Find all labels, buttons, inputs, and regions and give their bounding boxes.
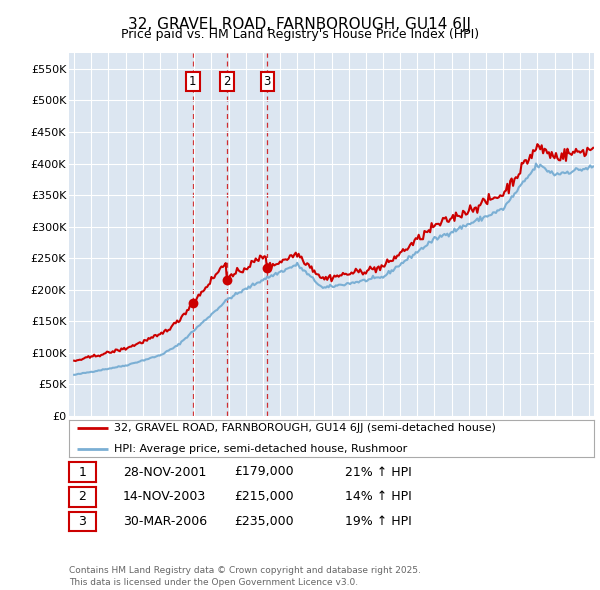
Text: 28-NOV-2001: 28-NOV-2001 <box>123 466 206 478</box>
Point <box>188 299 197 308</box>
Text: £215,000: £215,000 <box>234 490 293 503</box>
Text: 2: 2 <box>223 75 231 88</box>
Text: 14-NOV-2003: 14-NOV-2003 <box>123 490 206 503</box>
Text: 21% ↑ HPI: 21% ↑ HPI <box>345 466 412 478</box>
Text: Price paid vs. HM Land Registry's House Price Index (HPI): Price paid vs. HM Land Registry's House … <box>121 28 479 41</box>
Text: £179,000: £179,000 <box>234 466 293 478</box>
Text: 3: 3 <box>79 515 86 528</box>
Text: 1: 1 <box>79 466 86 478</box>
Text: 19% ↑ HPI: 19% ↑ HPI <box>345 515 412 528</box>
Text: HPI: Average price, semi-detached house, Rushmoor: HPI: Average price, semi-detached house,… <box>113 444 407 454</box>
Text: 32, GRAVEL ROAD, FARNBOROUGH, GU14 6JJ (semi-detached house): 32, GRAVEL ROAD, FARNBOROUGH, GU14 6JJ (… <box>113 423 496 433</box>
Text: 3: 3 <box>263 75 271 88</box>
Text: 30-MAR-2006: 30-MAR-2006 <box>123 515 207 528</box>
Text: 2: 2 <box>79 490 86 503</box>
Point <box>223 276 232 285</box>
Text: Contains HM Land Registry data © Crown copyright and database right 2025.
This d: Contains HM Land Registry data © Crown c… <box>69 566 421 587</box>
Text: £235,000: £235,000 <box>234 515 293 528</box>
Point <box>262 263 272 273</box>
Text: 14% ↑ HPI: 14% ↑ HPI <box>345 490 412 503</box>
Text: 32, GRAVEL ROAD, FARNBOROUGH, GU14 6JJ: 32, GRAVEL ROAD, FARNBOROUGH, GU14 6JJ <box>128 17 472 31</box>
Text: 1: 1 <box>189 75 197 88</box>
